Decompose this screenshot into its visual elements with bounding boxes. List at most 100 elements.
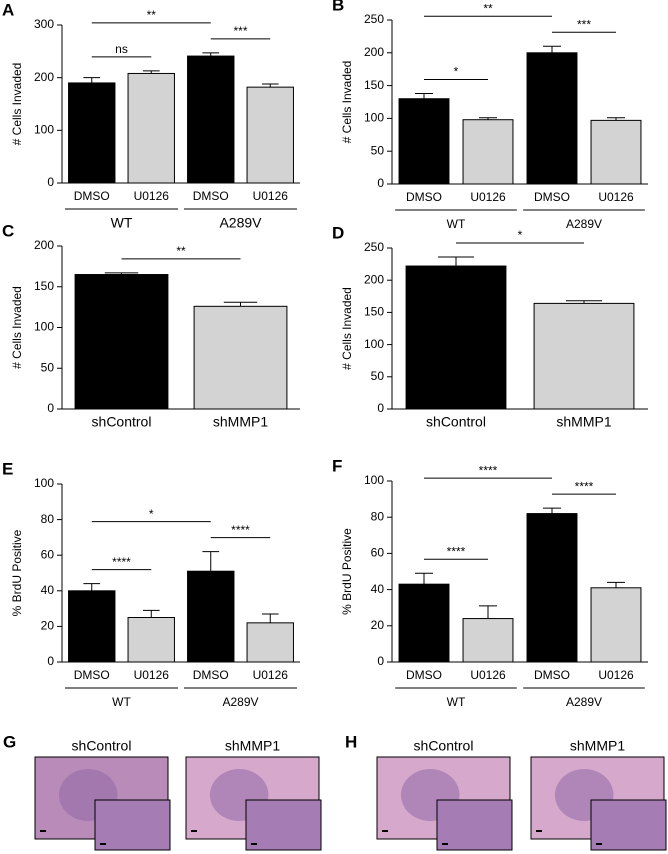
bar [590,587,642,663]
inset-image [94,799,171,851]
scale-bar [100,843,106,845]
y-axis-label: # Cells Invaded [340,61,354,144]
y-tick-label: 300 [34,17,54,31]
panel-letter: H [345,732,357,751]
group-label: A289V [219,215,262,231]
x-tick-label: DMSO [193,668,229,682]
y-tick-label: 60 [41,547,55,561]
bar [74,274,169,410]
y-tick-label: 200 [364,45,384,59]
x-tick-label: U0126 [134,668,170,682]
significance-label: **** [231,523,250,537]
y-tick-label: 0 [377,176,384,190]
x-tick-label: DMSO [74,668,110,682]
x-tick-label: shMMP1 [556,414,611,430]
bar [398,583,450,663]
bar [526,52,578,185]
y-tick-label: 200 [34,70,54,84]
inset-image [436,799,513,851]
group-label: WT [447,695,466,709]
x-tick-label: U0126 [470,668,506,682]
y-tick-label: 150 [364,78,384,92]
x-tick-label: DMSO [406,190,442,204]
y-tick-label: 20 [371,618,385,632]
x-tick-label: shControl [426,414,486,430]
y-tick-label: 50 [41,360,55,374]
y-tick-label: 200 [34,238,54,252]
bar [68,590,116,663]
y-tick-label: 150 [34,279,54,293]
group-label: A289V [566,695,602,709]
scale-bar [382,830,388,832]
significance-label: **** [575,479,594,493]
y-tick-label: 150 [364,305,384,319]
x-tick-label: shMMP1 [213,414,268,430]
significance-label: ** [147,8,157,22]
image-caption: shControl [72,738,132,754]
bar [462,618,514,663]
x-tick-label: DMSO [534,190,570,204]
bar [462,119,514,185]
x-tick-label: DMSO [406,668,442,682]
y-tick-label: 20 [41,619,55,633]
x-tick-label: DMSO [534,668,570,682]
bar [127,72,175,184]
y-tick-label: 40 [371,582,385,596]
significance-label: *** [577,17,591,31]
x-tick-label: U0126 [253,668,289,682]
x-tick-label: U0126 [470,190,506,204]
bar [405,265,507,410]
y-tick-label: 250 [364,12,384,26]
panel-letter: B [332,0,344,14]
bar [526,513,578,663]
image-caption: shMMP1 [225,738,280,754]
significance-label: ns [115,42,128,56]
bar [127,617,175,663]
bar [398,98,450,185]
x-tick-label: DMSO [193,189,229,203]
scale-bar [442,843,448,845]
inset-image [245,799,322,851]
image-caption: shMMP1 [570,738,625,754]
group-label: A289V [222,695,258,709]
scale-bar [40,830,46,832]
bar [187,570,235,663]
significance-label: **** [447,544,466,558]
x-tick-label: U0126 [253,189,289,203]
panel-letter: F [332,456,342,475]
y-tick-label: 100 [34,320,54,334]
y-tick-label: 80 [371,509,385,523]
y-tick-label: 100 [34,123,54,137]
x-tick-label: U0126 [598,668,634,682]
significance-label: * [454,65,459,79]
bar [246,86,294,184]
y-tick-label: 80 [41,512,55,526]
panel-letter: G [3,732,16,751]
significance-label: * [149,507,154,521]
y-axis-label: # Cells Invaded [10,286,24,369]
significance-label: ** [483,1,493,15]
scale-bar [251,843,257,845]
y-tick-label: 250 [364,240,384,254]
y-tick-label: 100 [34,476,54,490]
group-label: WT [111,215,133,231]
bar [246,622,294,663]
panel-letter: E [2,459,13,478]
bar [533,302,635,410]
y-tick-label: 60 [371,546,385,560]
y-tick-label: 100 [364,337,384,351]
significance-label: * [518,228,523,242]
y-axis-label: % BrdU Positive [10,529,24,616]
significance-label: ** [176,244,186,258]
y-tick-label: 40 [41,583,55,597]
y-tick-label: 0 [377,401,384,415]
significance-label: *** [233,24,247,38]
group-label: WT [447,217,466,231]
image-caption: shControl [414,738,474,754]
x-tick-label: shControl [92,414,152,430]
panel-letter: C [2,221,14,240]
panel-letter: D [332,223,344,242]
x-tick-label: U0126 [598,190,634,204]
significance-label: **** [112,555,131,569]
y-tick-label: 50 [371,143,385,157]
